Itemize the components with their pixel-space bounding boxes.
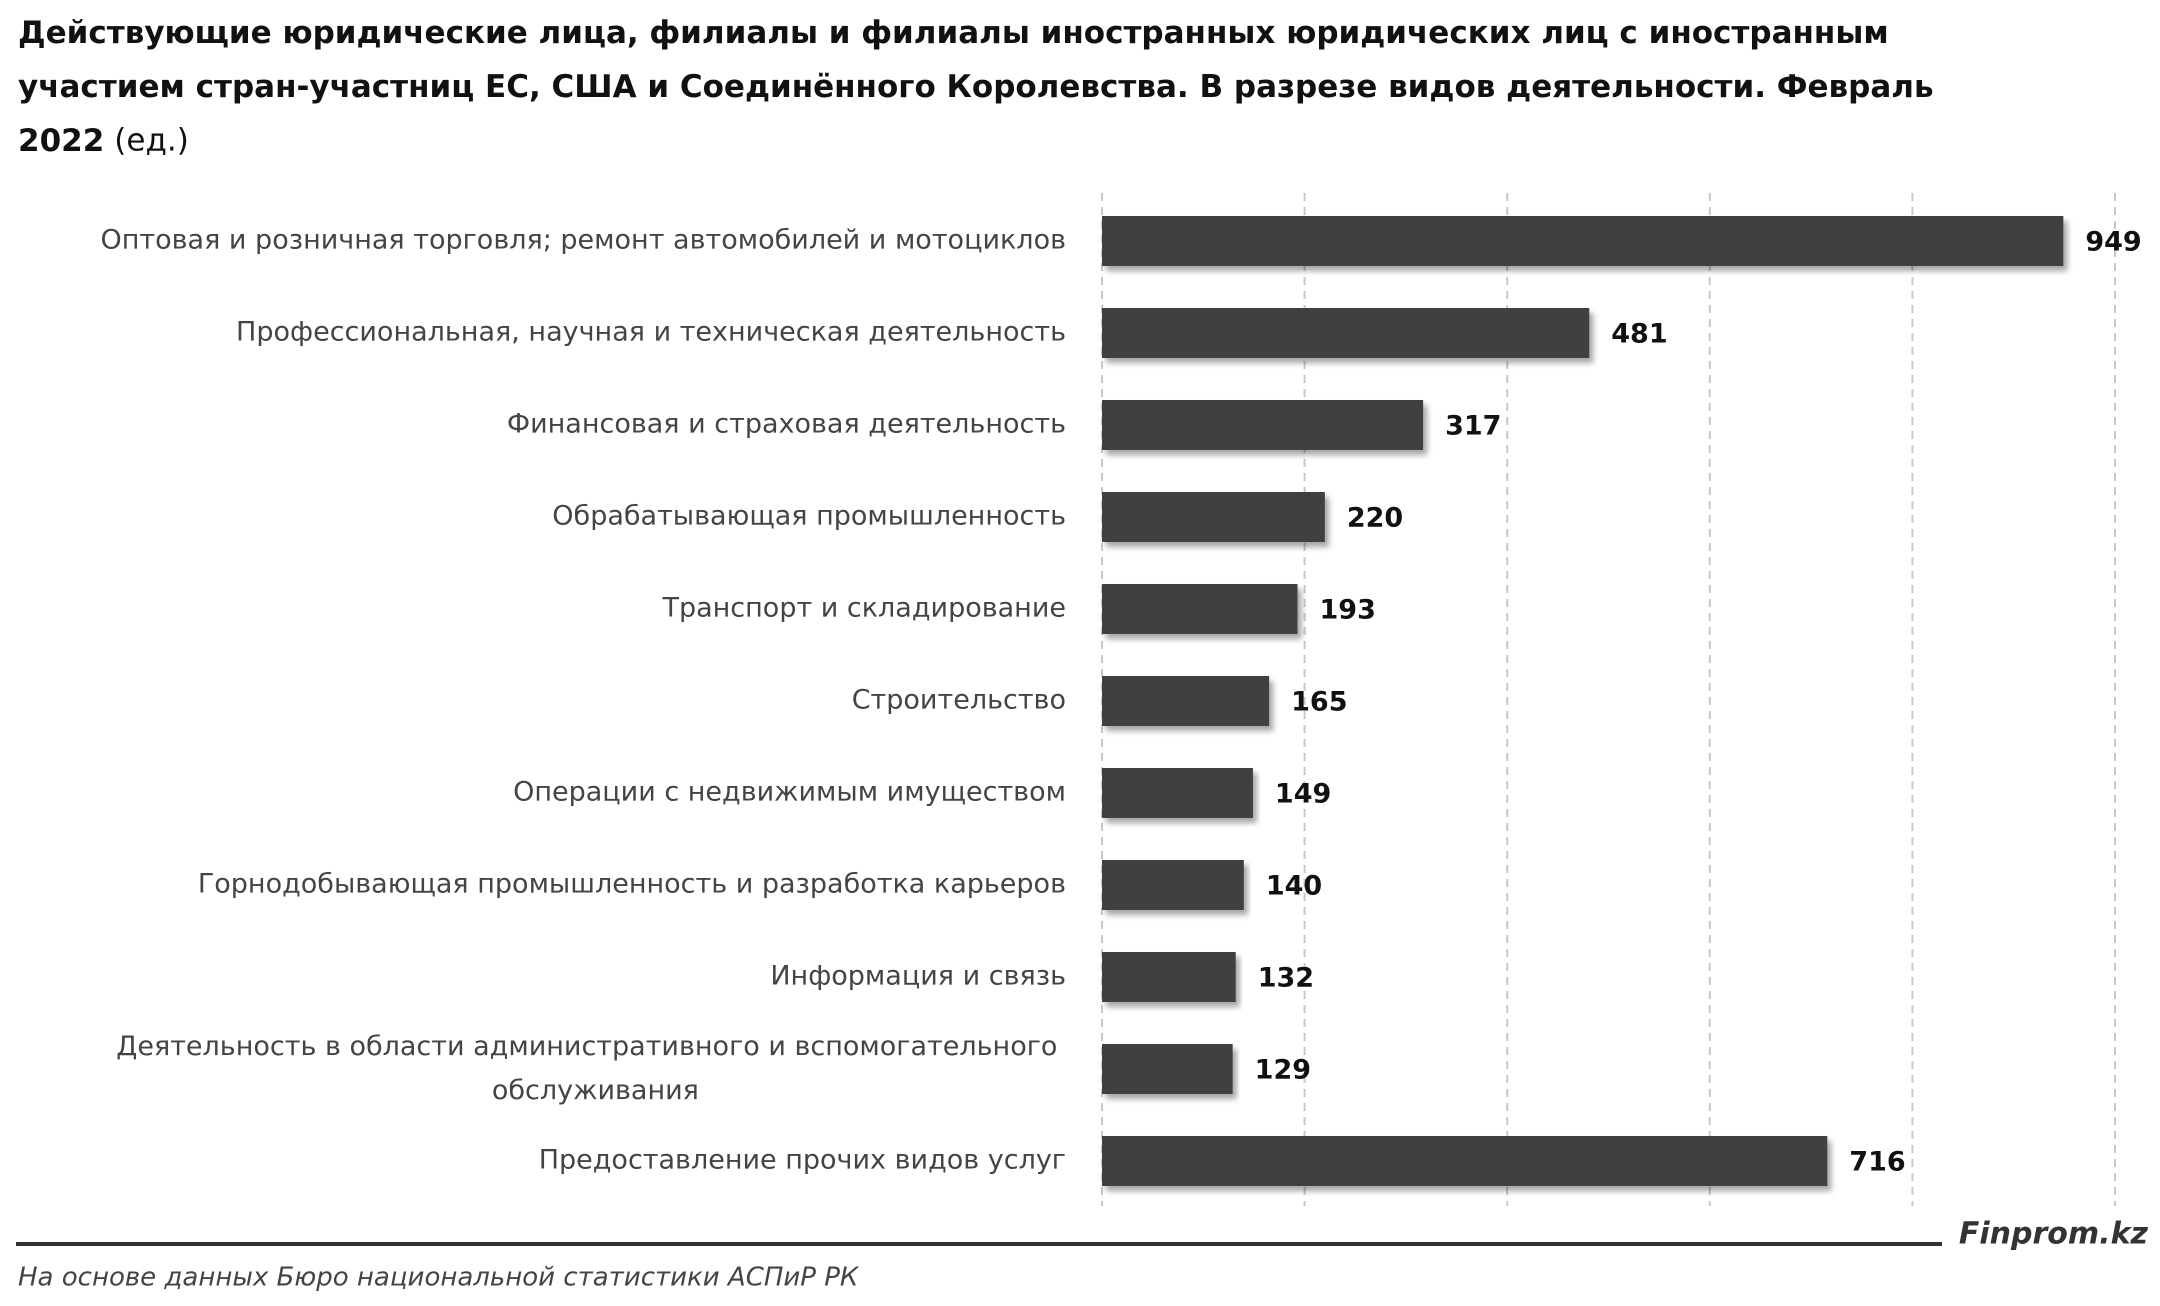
y-tick-label: Строительство: [852, 685, 1066, 716]
value-label: 129: [1255, 1055, 1311, 1086]
bar: [1102, 400, 1424, 450]
y-tick-label: Транспорт и складирование: [661, 593, 1066, 624]
bar: [1102, 308, 1590, 358]
source-note: На основе данных Бюро национальной стати…: [18, 1263, 860, 1293]
y-tick-label: Информация и связь: [770, 961, 1066, 992]
value-label: 140: [1266, 871, 1322, 902]
bar: [1102, 492, 1325, 542]
y-tick-label: Операции с недвижимым имуществом: [513, 777, 1066, 808]
bar: [1102, 216, 2064, 266]
y-tick-label: Оптовая и розничная торговля; ремонт авт…: [100, 225, 1066, 256]
bar: [1102, 584, 1298, 634]
value-label: 149: [1275, 779, 1331, 810]
bar: [1102, 1044, 1233, 1094]
value-label: 193: [1320, 595, 1376, 626]
y-tick-label: Деятельность в области административного…: [116, 1031, 1066, 1106]
y-tick-label: Обрабатывающая промышленность: [552, 501, 1066, 532]
y-tick-label: Горнодобывающая промышленность и разрабо…: [198, 869, 1066, 900]
chart-title: Действующие юридические лица, филиалы и …: [18, 15, 1944, 159]
value-label: 165: [1291, 687, 1347, 718]
bar: [1102, 952, 1236, 1002]
value-label: 716: [1849, 1147, 1905, 1178]
brand: Finprom.kz: [1959, 1217, 2149, 1252]
unit-label: (ед.): [114, 123, 189, 159]
bar: [1102, 860, 1244, 910]
value-label: 949: [2085, 227, 2141, 258]
bar: [1102, 1136, 1828, 1186]
y-tick-label: Профессиональная, научная и техническая …: [236, 317, 1066, 348]
y-tick-label: Финансовая и страховая деятельность: [507, 409, 1066, 440]
y-tick-label: Предоставление прочих видов услуг: [539, 1145, 1066, 1176]
value-label: 317: [1445, 411, 1501, 442]
value-label: 132: [1258, 963, 1314, 994]
bar: [1102, 768, 1253, 818]
value-label: 220: [1347, 503, 1403, 534]
value-label: 481: [1611, 319, 1667, 350]
bar: [1102, 676, 1270, 726]
